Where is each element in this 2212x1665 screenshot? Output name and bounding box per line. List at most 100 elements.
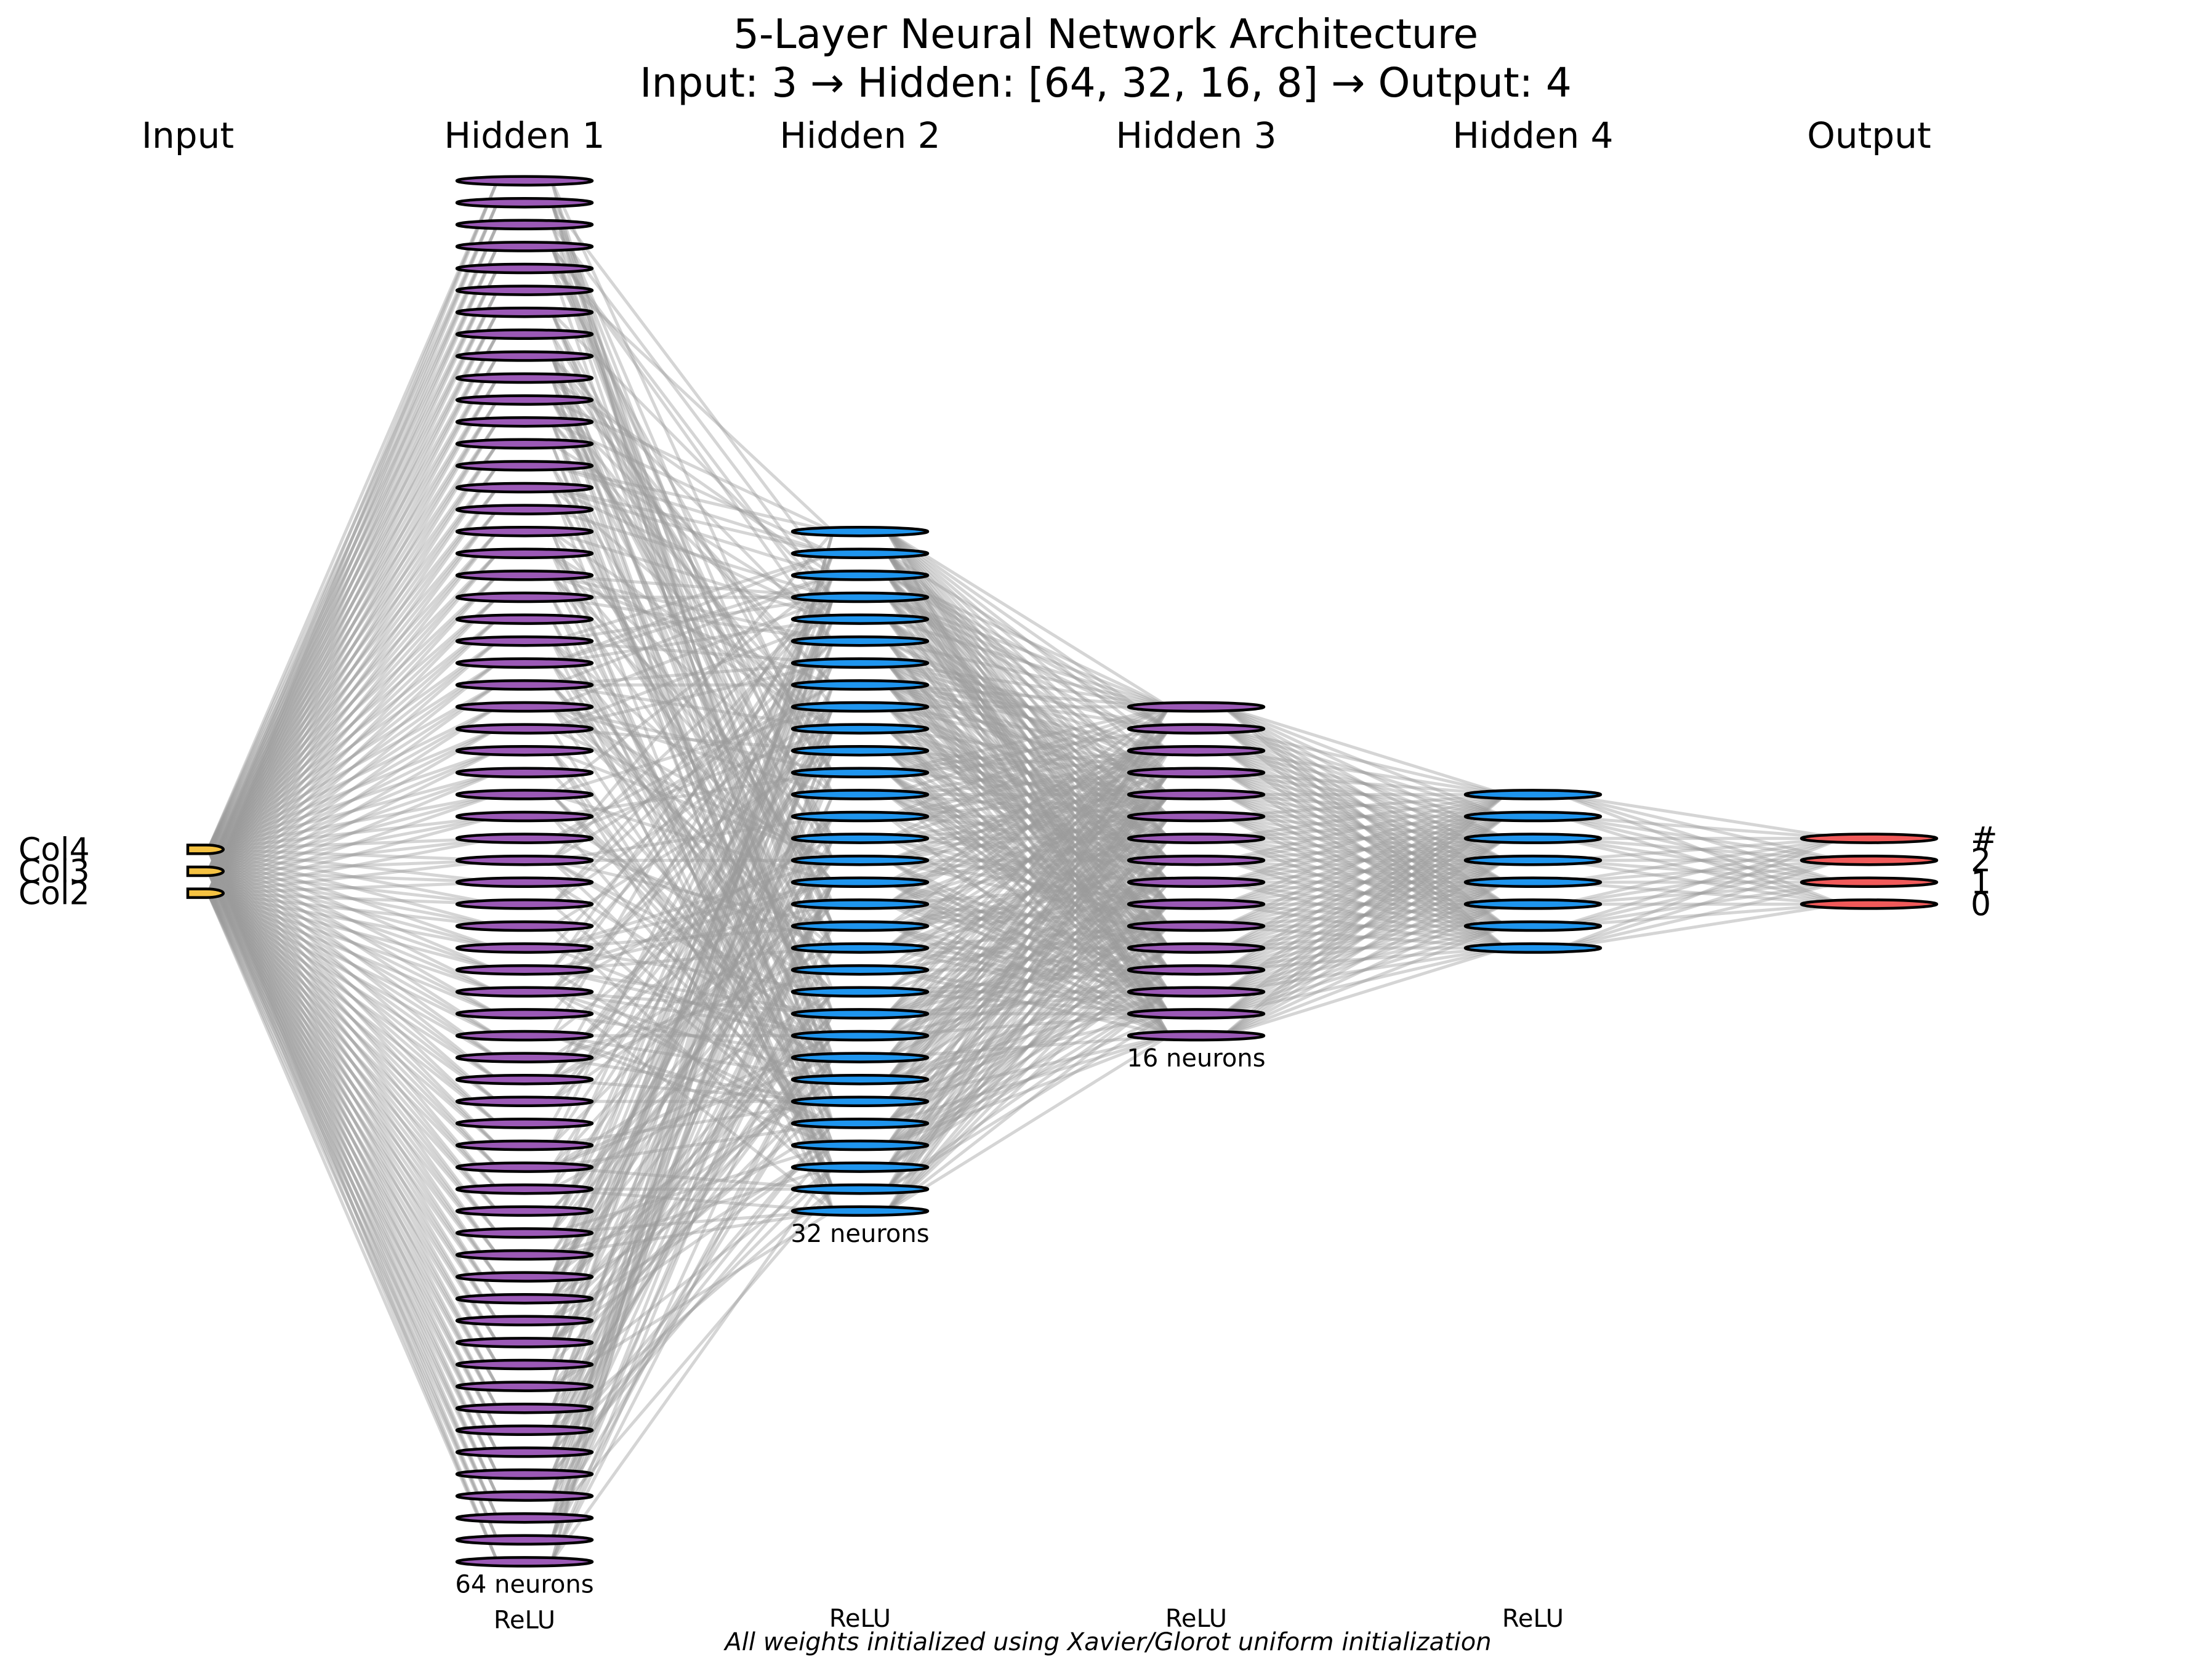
connection-l1-0-2 (206, 224, 499, 850)
connection-l1-0-6 (206, 312, 499, 850)
connection-l1-1-48 (207, 870, 499, 1234)
connection-l1-0-49 (206, 848, 499, 1256)
connection-l4-6-7 (1223, 837, 1506, 949)
connection-l3-4-0 (887, 618, 1170, 709)
neuron-hidden-3-9 (1127, 898, 1266, 910)
connection-l2-53-21 (550, 991, 834, 1344)
connection-l1-2-29 (207, 815, 498, 895)
connection-l3-7-12 (886, 683, 1170, 971)
connection-l3-1-8 (886, 552, 1170, 884)
connection-l3-27-6 (886, 837, 1170, 1125)
connection-l1-2-5 (206, 289, 499, 894)
connection-l4-6-5 (1223, 837, 1506, 906)
connection-l3-19-12 (887, 946, 1170, 972)
connection-l4-6-1 (1223, 815, 1506, 841)
connection-l3-8-11 (886, 706, 1170, 949)
neuron-hidden-1-42 (455, 1095, 594, 1108)
connection-l1-0-14 (207, 486, 499, 850)
connection-l3-4-4 (886, 618, 1170, 796)
connection-l3-9-5 (887, 727, 1170, 818)
connection-l2-48-2 (550, 574, 835, 1234)
neuron-hidden-1-26 (455, 744, 594, 757)
connection-l2-11-23 (550, 421, 835, 1037)
connection-l2-54-3 (550, 597, 835, 1365)
connection-l1-1-39 (207, 869, 499, 1038)
neuron-hidden-1-54 (455, 1358, 594, 1371)
connection-l1-0-11 (206, 421, 499, 850)
connection-l3-0-7 (886, 530, 1170, 861)
connection-l1-2-8 (206, 355, 499, 894)
connection-l3-22-9 (887, 903, 1170, 1015)
neuron-hidden-2-6 (790, 657, 930, 669)
connection-l3-31-8 (886, 881, 1170, 1212)
connection-l2-8-5 (550, 355, 834, 642)
connection-l2-0-12 (550, 180, 835, 796)
connection-l2-48-17 (550, 903, 834, 1235)
connection-l2-57-13 (550, 815, 835, 1431)
connection-l3-16-13 (887, 881, 1170, 994)
connection-l1-2-16 (207, 530, 499, 895)
connection-l2-23-2 (551, 574, 834, 687)
connection-l3-25-9 (886, 903, 1170, 1081)
connection-l2-58-10 (550, 750, 835, 1453)
connection-l1-1-50 (206, 870, 499, 1278)
connection-l2-31-0 (550, 530, 834, 861)
connection-l2-51-9 (550, 728, 835, 1300)
connection-l3-6-14 (886, 662, 1170, 1015)
connection-l2-21-31 (550, 640, 835, 1212)
connection-l3-25-14 (887, 1012, 1170, 1081)
connection-l3-16-15 (886, 881, 1170, 1038)
connection-l2-28-24 (550, 793, 834, 1059)
connection-l2-37-25 (551, 990, 834, 1081)
connection-l2-19-5 (551, 595, 834, 643)
connection-l1-0-17 (207, 552, 499, 851)
connection-l1-1-35 (207, 869, 498, 950)
connection-l2-9-18 (550, 377, 835, 927)
connection-l3-10-8 (886, 749, 1170, 884)
connection-l3-11-4 (887, 771, 1170, 796)
connection-l2-14-4 (550, 486, 834, 621)
connection-l2-35-5 (550, 640, 834, 949)
connection-l2-59-28 (550, 1144, 834, 1475)
connection-l5-0-3 (1559, 793, 1843, 906)
connection-l3-19-6 (887, 837, 1170, 949)
connection-l3-15-14 (886, 859, 1170, 1015)
connection-l1-1-19 (207, 596, 499, 873)
connection-l1-1-13 (206, 464, 499, 873)
connection-l2-24-15 (550, 705, 834, 862)
connection-l1-1-60 (206, 870, 499, 1497)
connection-l1-2-36 (207, 892, 498, 972)
neuron-output-0 (1800, 833, 1939, 844)
connection-l2-0-31 (550, 180, 835, 1212)
connection-l3-1-15 (885, 552, 1171, 1037)
neuron-hidden-2-31 (790, 1205, 930, 1217)
connection-l2-12-27 (550, 443, 835, 1124)
connection-l1-1-36 (207, 869, 498, 972)
connection-l2-59-12 (550, 794, 835, 1475)
connection-l3-4-6 (886, 618, 1170, 840)
connection-l3-25-6 (886, 837, 1170, 1081)
connection-l3-25-3 (886, 772, 1170, 1081)
connection-l4-1-3 (1222, 727, 1507, 862)
connection-l3-5-4 (886, 640, 1170, 796)
connection-l2-21-16 (550, 640, 834, 884)
connection-l1-2-52 (206, 892, 499, 1322)
connection-l3-8-7 (886, 705, 1170, 862)
connection-l3-15-3 (887, 771, 1170, 862)
connection-l3-13-2 (887, 749, 1170, 818)
connection-l1-2-17 (207, 552, 499, 895)
connection-l2-23-9 (551, 683, 834, 731)
neuron-hidden-1-33 (455, 898, 594, 910)
connection-l2-58-14 (550, 837, 835, 1453)
neuron-hidden-2-25 (790, 1073, 930, 1086)
connection-l4-12-7 (1223, 946, 1506, 972)
connection-l3-6-12 (886, 662, 1170, 971)
connection-l4-6-0 (1223, 792, 1506, 841)
connection-l2-48-13 (550, 815, 835, 1234)
connection-l3-21-4 (886, 793, 1170, 993)
neuron-hidden-1-21 (455, 635, 594, 647)
neuron-hidden-3-0 (1127, 701, 1266, 713)
connection-l5-7-0 (1559, 837, 1843, 949)
connection-l2-53-26 (550, 1100, 834, 1344)
connection-l4-12-3 (1223, 858, 1506, 972)
